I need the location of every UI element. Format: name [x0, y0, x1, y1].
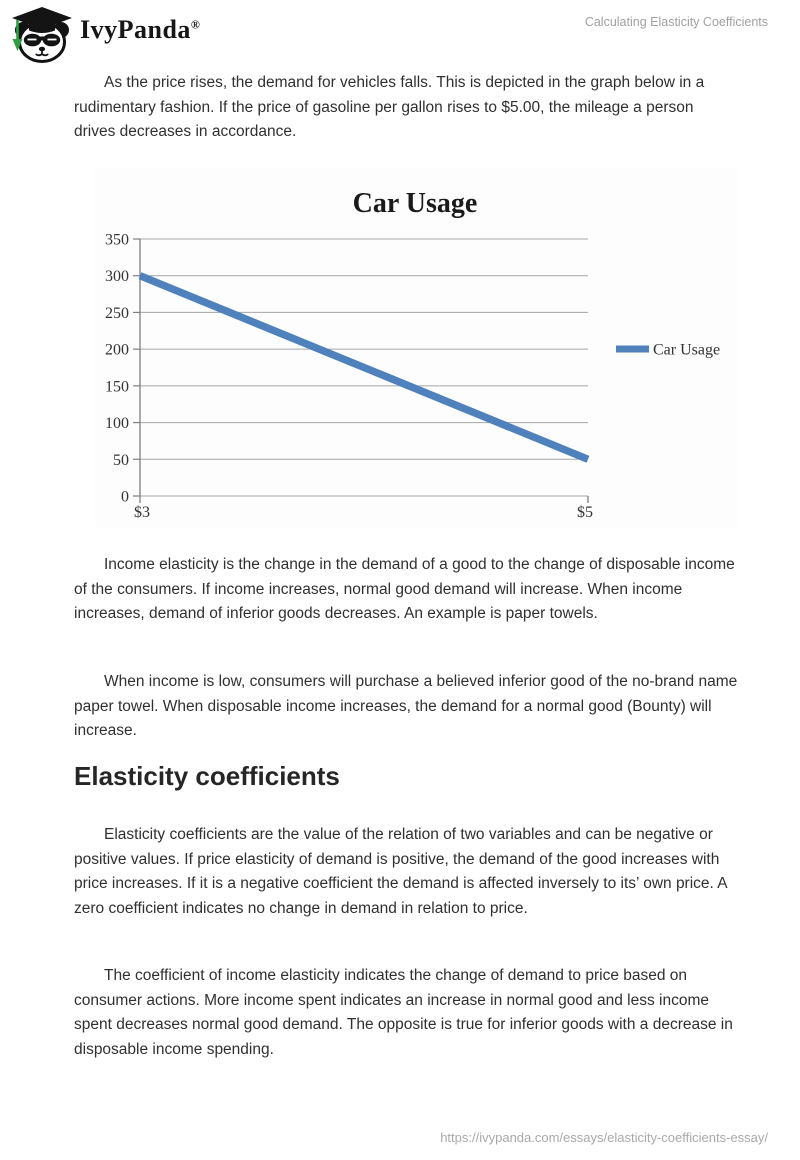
y-tick-label: 200 — [105, 342, 129, 359]
chart-gridlines — [133, 238, 588, 497]
y-tick-label: 0 — [121, 489, 129, 506]
document-title: Calculating Elasticity Coefficients — [584, 15, 768, 29]
panda-graduate-icon — [12, 7, 72, 63]
brand-name: IvyPanda® — [80, 15, 200, 45]
series-line-car-usage — [138, 272, 590, 463]
registered-mark: ® — [190, 17, 201, 32]
car-usage-chart: 350 300 250 200 150 100 50 0 $3 $5 Car Usage Car Us… — [95, 168, 738, 527]
y-tick-label: 300 — [105, 268, 129, 285]
paragraph-income-coefficient: The coefficient of income elasticity ind… — [74, 967, 733, 1058]
x-tick-label: $5 — [577, 504, 593, 521]
paragraph-inferior-goods: When income is low, consumers will purch… — [74, 673, 738, 739]
paragraph-income-elasticity: Income elasticity is the change in the d… — [74, 556, 735, 622]
paragraph-coefficients: Elasticity coefficients are the value of… — [74, 826, 727, 917]
y-tick-label: 50 — [113, 452, 129, 469]
section-heading-elasticity-coefficients: Elasticity coefficients — [74, 761, 340, 791]
y-tick-label: 150 — [105, 378, 129, 395]
paragraph-intro: As the price rises, the demand for vehic… — [74, 74, 705, 140]
brand-text: IvyPanda — [80, 15, 191, 44]
x-tick-label: $3 — [134, 504, 150, 521]
y-tick-label: 350 — [105, 232, 129, 249]
chart-title: Car Usage — [353, 188, 478, 219]
car-usage-chart-svg: 350 300 250 200 150 100 50 0 $3 $5 Car Usage Car Us… — [105, 188, 720, 521]
footer-source-url: https://ivypanda.com/essays/elasticity-c… — [440, 1130, 768, 1145]
y-tick-label: 250 — [105, 305, 129, 322]
y-tick-label: 100 — [105, 415, 129, 432]
ivypanda-logo — [9, 5, 75, 63]
legend-label: Car Usage — [653, 342, 720, 359]
